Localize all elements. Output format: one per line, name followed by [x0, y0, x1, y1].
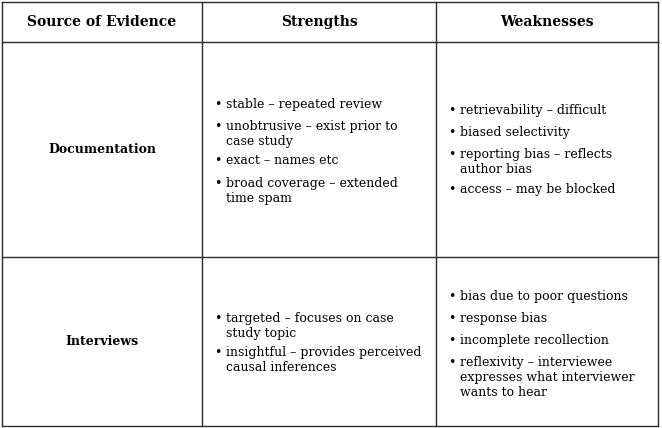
- Text: •: •: [448, 104, 455, 117]
- Text: Interviews: Interviews: [66, 335, 138, 348]
- Text: Documentation: Documentation: [48, 143, 156, 156]
- Text: biased selectivity: biased selectivity: [460, 126, 570, 140]
- Text: •: •: [448, 290, 455, 303]
- Text: •: •: [448, 357, 455, 369]
- Text: insightful – provides perceived
causal inferences: insightful – provides perceived causal i…: [226, 346, 422, 374]
- Text: bias due to poor questions: bias due to poor questions: [460, 290, 628, 303]
- Text: •: •: [214, 98, 221, 111]
- Text: incomplete recollection: incomplete recollection: [460, 334, 609, 347]
- Text: •: •: [214, 176, 221, 190]
- Text: unobtrusive – exist prior to
case study: unobtrusive – exist prior to case study: [226, 120, 398, 148]
- Text: •: •: [448, 149, 455, 161]
- Text: •: •: [214, 346, 221, 360]
- Text: targeted – focuses on case
study topic: targeted – focuses on case study topic: [226, 312, 394, 340]
- Text: •: •: [214, 312, 221, 325]
- Text: exact – names etc: exact – names etc: [226, 155, 338, 167]
- Text: retrievability – difficult: retrievability – difficult: [460, 104, 606, 117]
- Text: •: •: [214, 155, 221, 167]
- Text: access – may be blocked: access – may be blocked: [460, 183, 616, 196]
- Text: reflexivity – interviewee
expresses what interviewer
wants to hear: reflexivity – interviewee expresses what…: [460, 357, 635, 399]
- Text: reporting bias – reflects
author bias: reporting bias – reflects author bias: [460, 149, 612, 176]
- Text: stable – repeated review: stable – repeated review: [226, 98, 382, 111]
- Text: broad coverage – extended
time spam: broad coverage – extended time spam: [226, 176, 398, 205]
- Text: Weaknesses: Weaknesses: [500, 15, 594, 29]
- Text: response bias: response bias: [460, 312, 547, 325]
- Text: •: •: [448, 183, 455, 196]
- Text: •: •: [214, 120, 221, 133]
- Text: Source of Evidence: Source of Evidence: [27, 15, 177, 29]
- Text: Strengths: Strengths: [281, 15, 357, 29]
- Text: •: •: [448, 312, 455, 325]
- Text: •: •: [448, 334, 455, 347]
- Text: •: •: [448, 126, 455, 140]
